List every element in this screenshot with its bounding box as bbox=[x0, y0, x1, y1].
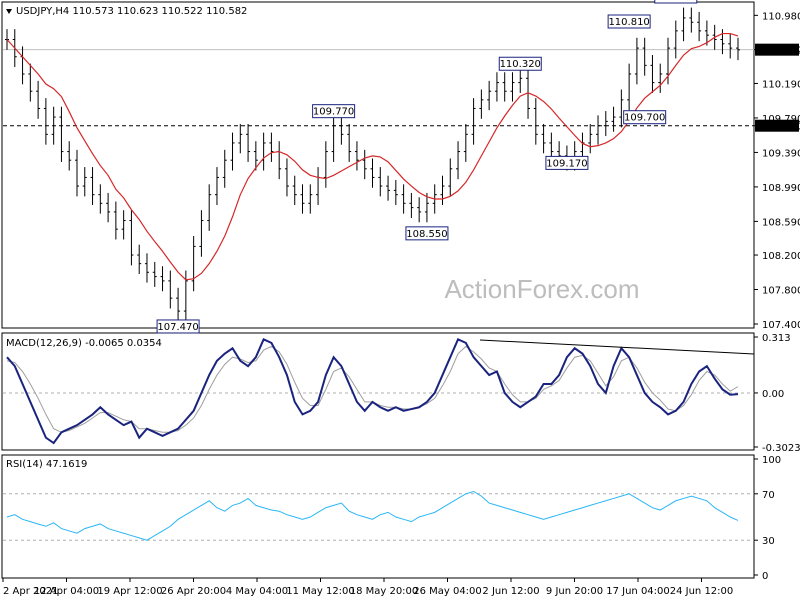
price-y-tick-label: 109.790 bbox=[762, 114, 800, 125]
price-annotation-label: 110.320 bbox=[500, 59, 541, 70]
price-annotation-label: 109.170 bbox=[546, 158, 587, 169]
price-annotation-box bbox=[156, 319, 200, 334]
macd-layer: 0.313 0.00 -0.3023 bbox=[3, 333, 800, 454]
symbol-title: USDJPY,H4 110.573 110.623 110.522 110.58… bbox=[6, 6, 247, 17]
macd-y-tick-label: 0.313 bbox=[762, 333, 791, 344]
macd-panel-frame bbox=[1, 332, 755, 451]
x-tick-label: 26 May 04:00 bbox=[413, 586, 482, 597]
price-annotation-box bbox=[405, 226, 449, 241]
price-title: USDJPY,H4 110.573 110.623 110.522 110.58… bbox=[16, 6, 247, 17]
chevron-down-icon[interactable] bbox=[6, 9, 12, 14]
x-tick-label: 24 Jun 12:00 bbox=[670, 586, 734, 597]
rsi-y-tick-label: 70 bbox=[762, 490, 775, 501]
price-annotation-label: 109.700 bbox=[624, 113, 665, 124]
rsi-panel-frame bbox=[1, 454, 755, 579]
rsi-y-tick-label: 0 bbox=[762, 571, 768, 582]
price-annotation-box bbox=[623, 110, 667, 125]
x-tick-label: 2 Jun 12:00 bbox=[482, 586, 539, 597]
macd-y-tick-label: -0.3023 bbox=[762, 443, 800, 454]
macd-trendline bbox=[479, 339, 755, 355]
x-tick-label: 11 May 12:00 bbox=[286, 586, 355, 597]
x-tick-label: 19 Apr 12:00 bbox=[97, 586, 162, 597]
rsi-layer: 100 70 30 0 bbox=[3, 455, 781, 582]
rsi-title: RSI(14) 47.1619 bbox=[6, 459, 87, 470]
price-y-tick-label: 108.590 bbox=[762, 217, 800, 228]
price-y-tick-label: 109.700 bbox=[762, 122, 800, 133]
price-annotation-box bbox=[607, 14, 651, 29]
rsi-y-tick-label: 30 bbox=[762, 536, 775, 547]
macd-y-tick-label: 0.00 bbox=[762, 389, 784, 400]
price-panel-frame bbox=[1, 1, 755, 329]
price-y-tick-label: 110.190 bbox=[762, 79, 800, 90]
price-annotation-label: 109.770 bbox=[313, 107, 354, 118]
price-y-tick-label: 109.390 bbox=[762, 148, 800, 159]
price-annotation-box bbox=[654, 0, 698, 4]
watermark: ActionForex.com bbox=[444, 274, 639, 304]
price-y-tick-label: 110.582 bbox=[762, 46, 800, 57]
price-annotation-label: 110.810 bbox=[608, 17, 649, 28]
level-price-tag bbox=[755, 119, 799, 132]
price-y-tick-label: 107.400 bbox=[762, 320, 800, 331]
x-tick-label: 2 Apr 2021 bbox=[3, 586, 58, 597]
price-y-tick-label: 108.990 bbox=[762, 183, 800, 194]
price-annotation-label: 107.470 bbox=[157, 322, 198, 333]
macd-series-line bbox=[6, 337, 739, 445]
price-annotation-box bbox=[498, 56, 542, 71]
x-tick-label: 26 Apr 20:00 bbox=[161, 586, 226, 597]
price-y-tick-label: 108.200 bbox=[762, 251, 800, 262]
price-y-tick-label: 110.980 bbox=[762, 11, 800, 22]
price-layer: 110.980110.582110.190109.790109.700109.3… bbox=[3, 0, 800, 334]
rsi-series-line bbox=[6, 490, 739, 541]
x-tick-label: 9 Jun 20:00 bbox=[546, 586, 603, 597]
moving-average-line bbox=[6, 32, 739, 281]
price-annotation-label: 111.100 bbox=[655, 0, 696, 3]
price-y-tick-label: 107.800 bbox=[762, 286, 800, 297]
macd-title: MACD(12,26,9) -0.0065 0.0354 bbox=[6, 338, 162, 349]
x-tick-label: 17 Jun 04:00 bbox=[606, 586, 670, 597]
price-annotation-label: 108.550 bbox=[406, 229, 447, 240]
price-annotation-box bbox=[312, 104, 356, 119]
current-price-tag bbox=[755, 43, 799, 56]
x-tick-label: 18 May 20:00 bbox=[350, 586, 419, 597]
x-tick-label: 12 Apr 04:00 bbox=[34, 586, 99, 597]
rsi-y-tick-label: 100 bbox=[762, 455, 781, 466]
price-annotation-box bbox=[545, 155, 589, 170]
x-tick-label: 4 May 04:00 bbox=[226, 586, 288, 597]
